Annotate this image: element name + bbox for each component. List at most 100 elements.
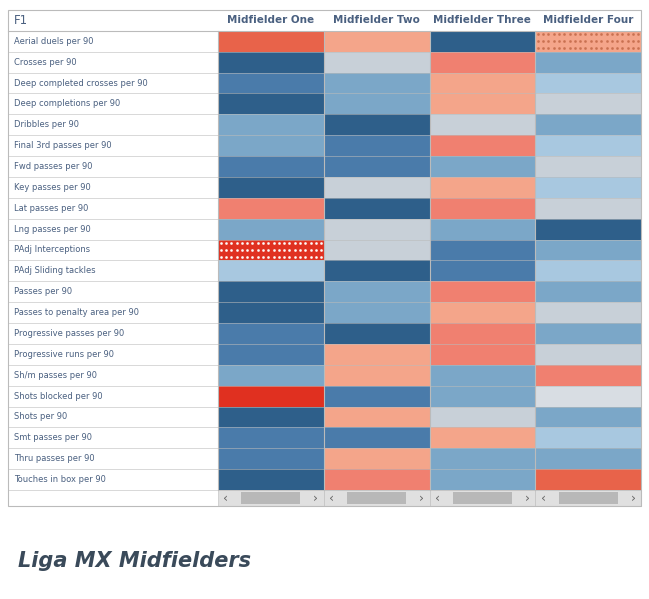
Bar xyxy=(430,31,535,52)
Bar xyxy=(535,282,641,302)
Bar xyxy=(535,198,641,219)
Bar xyxy=(324,428,430,448)
Text: ‹: ‹ xyxy=(329,492,334,504)
Bar xyxy=(535,428,641,448)
Bar xyxy=(218,448,324,469)
Bar xyxy=(535,344,641,365)
Bar xyxy=(218,490,324,506)
Text: Passes to penalty area per 90: Passes to penalty area per 90 xyxy=(14,308,139,317)
Bar xyxy=(535,52,641,72)
Text: Deep completed crosses per 90: Deep completed crosses per 90 xyxy=(14,78,148,87)
Bar xyxy=(324,490,430,506)
Bar xyxy=(8,10,641,506)
Bar xyxy=(218,469,324,490)
Bar xyxy=(324,72,430,93)
Bar xyxy=(218,156,324,177)
Text: Touches in box per 90: Touches in box per 90 xyxy=(14,475,106,484)
Bar xyxy=(324,344,430,365)
Bar xyxy=(324,386,430,407)
Bar xyxy=(218,428,324,448)
Bar xyxy=(324,448,430,469)
Bar xyxy=(218,135,324,156)
Bar xyxy=(324,323,430,344)
Bar xyxy=(430,72,535,93)
Bar xyxy=(324,240,430,261)
Bar xyxy=(430,282,535,302)
Bar xyxy=(430,490,535,506)
Text: Sh/m passes per 90: Sh/m passes per 90 xyxy=(14,371,97,380)
Bar xyxy=(559,492,618,504)
Bar xyxy=(324,114,430,135)
Bar xyxy=(324,365,430,386)
Bar xyxy=(218,323,324,344)
Bar xyxy=(535,448,641,469)
Bar xyxy=(324,302,430,323)
Bar xyxy=(535,365,641,386)
Bar xyxy=(430,198,535,219)
Bar xyxy=(324,407,430,428)
Text: Lat passes per 90: Lat passes per 90 xyxy=(14,204,88,213)
Bar xyxy=(535,31,641,52)
Bar xyxy=(430,386,535,407)
Bar xyxy=(218,407,324,428)
Bar xyxy=(430,428,535,448)
Text: ›: › xyxy=(313,492,318,504)
Bar xyxy=(241,492,300,504)
Bar xyxy=(218,240,324,261)
Bar xyxy=(324,31,430,52)
Text: ‹: ‹ xyxy=(435,492,440,504)
Text: ‹: ‹ xyxy=(541,492,546,504)
Bar xyxy=(535,261,641,282)
Text: Progressive passes per 90: Progressive passes per 90 xyxy=(14,329,124,338)
Bar xyxy=(430,344,535,365)
Text: Deep completions per 90: Deep completions per 90 xyxy=(14,99,120,108)
Text: ›: › xyxy=(630,492,635,504)
Bar xyxy=(430,93,535,114)
Text: Key passes per 90: Key passes per 90 xyxy=(14,183,91,192)
Bar xyxy=(218,261,324,282)
Bar xyxy=(430,261,535,282)
Text: Dribbles per 90: Dribbles per 90 xyxy=(14,120,79,129)
Bar xyxy=(218,219,324,240)
Bar xyxy=(535,219,641,240)
Text: Final 3rd passes per 90: Final 3rd passes per 90 xyxy=(14,141,112,150)
Text: Midfielder Three: Midfielder Three xyxy=(434,16,532,25)
Bar xyxy=(535,490,641,506)
Bar xyxy=(430,323,535,344)
Bar xyxy=(535,323,641,344)
Text: Midfielder Four: Midfielder Four xyxy=(543,16,633,25)
Bar xyxy=(324,261,430,282)
Bar xyxy=(535,135,641,156)
Text: ‹: ‹ xyxy=(223,492,228,504)
Bar xyxy=(430,114,535,135)
Bar xyxy=(535,114,641,135)
Bar xyxy=(430,469,535,490)
Bar xyxy=(535,93,641,114)
Bar xyxy=(218,114,324,135)
Bar xyxy=(218,302,324,323)
Text: Smt passes per 90: Smt passes per 90 xyxy=(14,433,92,442)
Text: Passes per 90: Passes per 90 xyxy=(14,288,72,297)
Bar xyxy=(324,52,430,72)
Text: Liga MX Midfielders: Liga MX Midfielders xyxy=(18,551,251,571)
Text: Fwd passes per 90: Fwd passes per 90 xyxy=(14,162,93,171)
Bar xyxy=(430,177,535,198)
Text: PAdj Sliding tackles: PAdj Sliding tackles xyxy=(14,267,95,276)
Bar xyxy=(324,219,430,240)
Text: Shots per 90: Shots per 90 xyxy=(14,413,67,422)
Bar xyxy=(347,492,406,504)
Bar xyxy=(324,135,430,156)
Bar xyxy=(218,93,324,114)
Text: ›: › xyxy=(419,492,424,504)
Bar xyxy=(535,386,641,407)
Bar xyxy=(430,240,535,261)
Bar xyxy=(218,52,324,72)
Bar xyxy=(218,344,324,365)
Bar xyxy=(453,492,512,504)
Bar xyxy=(535,72,641,93)
Bar xyxy=(218,198,324,219)
Bar xyxy=(535,469,641,490)
Text: Thru passes per 90: Thru passes per 90 xyxy=(14,454,95,463)
Bar xyxy=(218,365,324,386)
Text: Crosses per 90: Crosses per 90 xyxy=(14,58,77,66)
